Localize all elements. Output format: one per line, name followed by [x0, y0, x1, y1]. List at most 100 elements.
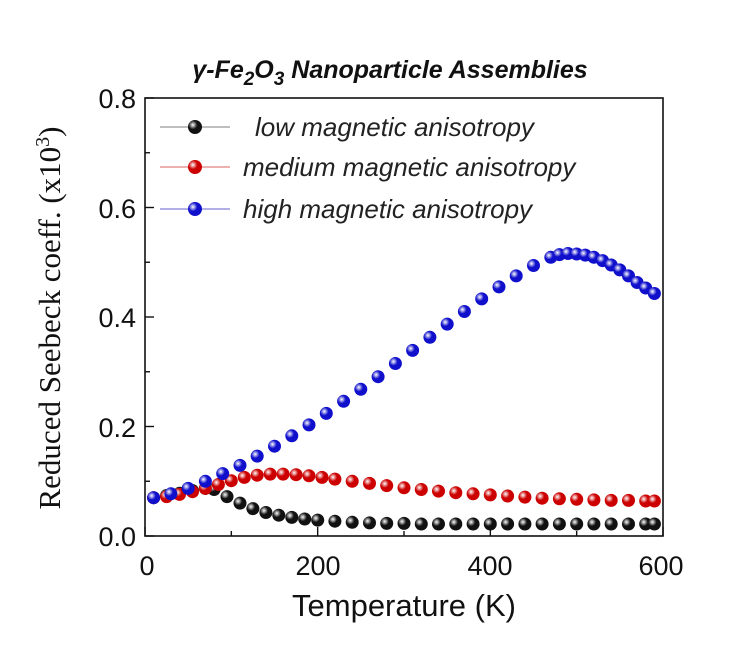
data-point-medium — [397, 481, 411, 495]
data-point-high — [647, 287, 661, 300]
data-point-medium — [414, 483, 428, 496]
data-point-low — [328, 514, 342, 528]
data-point-high — [216, 467, 230, 481]
data-point-high — [423, 330, 437, 344]
data-point-low — [220, 490, 234, 504]
x-axis-tick-labels: 0 200 400 600 — [139, 551, 683, 581]
data-point-medium — [587, 493, 601, 507]
chart-title-suffix: Nanoparticle Assemblies — [284, 56, 587, 84]
y-tick-label: 0.8 — [98, 84, 136, 114]
x-tick-label: 200 — [295, 551, 340, 581]
legend: low magnetic anisotropy medium magnetic … — [160, 112, 577, 224]
series-high — [147, 247, 661, 505]
legend-label-medium: medium magnetic anisotropy — [243, 152, 577, 182]
data-point-high — [302, 418, 316, 432]
data-point-medium — [363, 476, 376, 490]
data-point-low — [570, 517, 584, 531]
chart-title: γ-Fe2O3 Nanoparticle Assemblies — [192, 56, 587, 90]
data-point-low — [363, 516, 376, 530]
data-point-medium — [328, 472, 342, 486]
y-tick-label: 0.0 — [98, 522, 136, 552]
data-point-low — [233, 496, 247, 510]
data-points — [147, 247, 661, 531]
data-point-medium — [432, 484, 445, 498]
data-point-low — [518, 517, 532, 531]
data-point-high — [406, 343, 420, 357]
chart-title-subscript-1: 2 — [243, 69, 255, 90]
data-point-high — [388, 357, 402, 370]
data-point-medium — [552, 492, 566, 506]
legend-item-high: high magnetic anisotropy — [160, 194, 534, 224]
data-point-low — [285, 510, 299, 524]
data-point-high — [198, 474, 212, 488]
legend-marker-medium — [188, 160, 202, 174]
data-point-low — [501, 517, 515, 531]
legend-label-high: high magnetic anisotropy — [243, 194, 534, 224]
y-axis-title-superscript: 3 — [32, 137, 54, 147]
data-point-high — [181, 481, 195, 495]
data-point-low — [466, 517, 480, 531]
data-point-low — [587, 517, 601, 531]
legend-item-low: low magnetic anisotropy — [160, 112, 536, 142]
data-point-low — [311, 513, 325, 527]
data-point-low — [246, 502, 260, 516]
data-point-medium — [483, 488, 497, 502]
data-point-high — [147, 491, 161, 505]
axis-ticks — [144, 97, 664, 537]
data-point-high — [285, 429, 299, 443]
data-point-medium — [518, 490, 532, 504]
data-point-low — [647, 517, 661, 531]
legend-label-low: low magnetic anisotropy — [255, 112, 536, 142]
data-point-low — [414, 517, 428, 531]
data-point-high — [475, 292, 489, 306]
x-axis-title: Temperature (K) — [292, 588, 516, 623]
data-point-high — [164, 487, 178, 501]
data-point-medium — [302, 469, 316, 483]
chart-title-prefix: γ-Fe — [192, 56, 244, 84]
data-point-low — [259, 506, 273, 519]
chart-title-subscript-2: 3 — [274, 69, 285, 90]
data-point-medium — [466, 487, 480, 501]
y-axis-title-main: Reduced Seebeck coeff. (x10 — [32, 147, 67, 510]
legend-item-medium: medium magnetic anisotropy — [160, 152, 577, 182]
data-point-low — [622, 517, 635, 531]
data-point-low — [604, 517, 618, 531]
data-point-medium — [380, 479, 394, 493]
data-point-high — [319, 406, 333, 420]
data-point-low — [272, 508, 286, 522]
data-point-high — [268, 439, 281, 453]
data-point-medium — [237, 470, 251, 484]
data-point-medium — [345, 474, 359, 488]
data-point-medium — [250, 468, 264, 482]
data-point-high — [371, 370, 385, 384]
data-point-high — [457, 305, 471, 318]
data-point-medium — [211, 478, 225, 491]
data-point-high — [509, 269, 523, 283]
data-point-medium — [622, 493, 635, 507]
data-point-medium — [315, 470, 329, 484]
y-tick-label: 0.6 — [98, 194, 136, 224]
data-point-high — [440, 317, 454, 331]
x-tick-label: 600 — [638, 551, 683, 581]
y-axis-tick-labels: 0.0 0.2 0.4 0.6 0.8 — [98, 84, 136, 552]
data-point-low — [397, 516, 411, 530]
data-point-medium — [289, 468, 303, 482]
y-tick-label: 0.4 — [98, 303, 136, 333]
legend-marker-low — [188, 120, 202, 134]
data-point-low — [535, 517, 549, 531]
data-point-high — [337, 394, 351, 408]
data-point-medium — [501, 489, 515, 503]
data-point-medium — [276, 467, 290, 481]
x-tick-label: 0 — [139, 551, 154, 581]
data-point-high — [354, 382, 368, 396]
data-point-medium — [535, 491, 549, 505]
data-point-low — [380, 516, 394, 530]
data-point-medium — [449, 486, 463, 500]
data-point-high — [492, 280, 506, 294]
data-point-low — [552, 517, 566, 531]
data-point-low — [449, 517, 463, 531]
data-point-medium — [263, 467, 277, 481]
x-tick-label: 400 — [467, 551, 512, 581]
legend-marker-high — [188, 202, 202, 216]
